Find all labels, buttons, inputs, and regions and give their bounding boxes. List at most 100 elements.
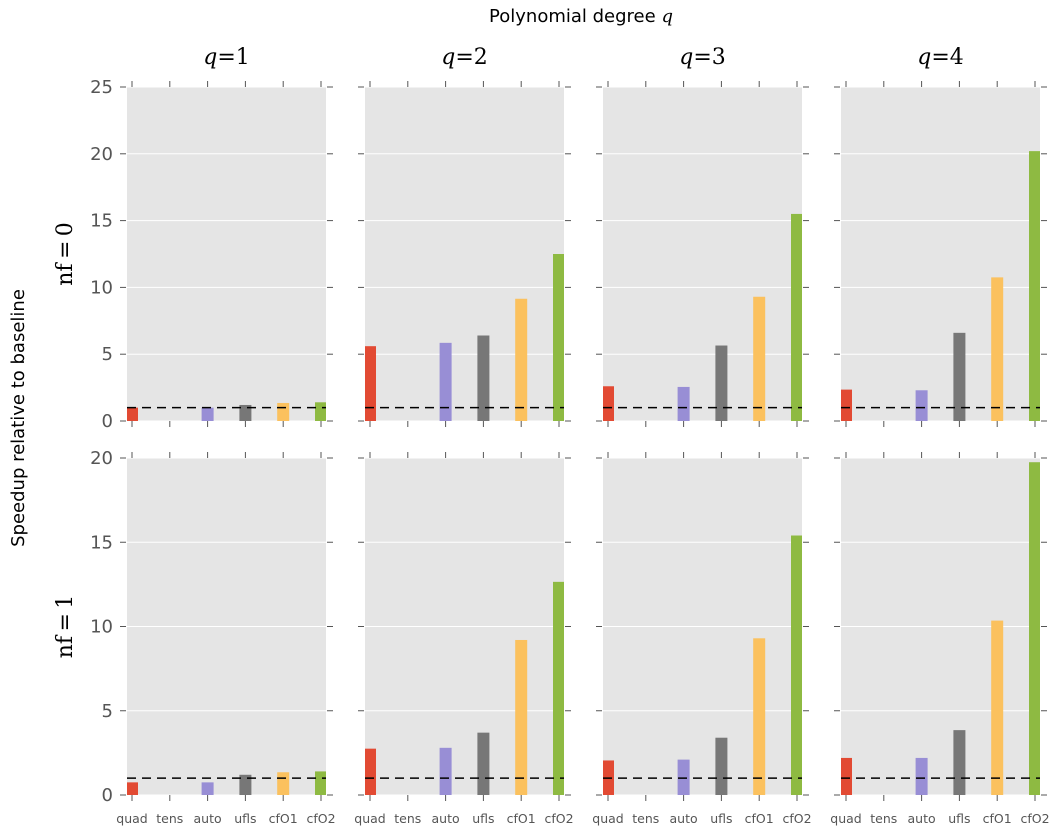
bar-ufls [715, 737, 728, 795]
xtick-label-auto: auto [908, 811, 936, 826]
bar-cfO2 [791, 213, 802, 421]
bar-ufls [953, 730, 966, 795]
xtick-label-tens: tens [394, 811, 421, 826]
bar-auto [915, 390, 928, 421]
bar-ufls [477, 732, 490, 795]
bar-cfO2 [553, 254, 564, 421]
column-title-var: q [917, 45, 931, 70]
xtick-label-cfO1: cfO1 [269, 811, 298, 826]
column-title-3: q=3 [679, 45, 726, 70]
bar-cfO2 [791, 535, 802, 795]
column-title-eq: =2 [455, 45, 487, 70]
bar-cfO1 [991, 277, 1004, 421]
bar-cfO2 [315, 402, 326, 421]
panel-r1-c3 [834, 452, 1047, 801]
xtick-label-cfO2: cfO2 [306, 811, 335, 826]
bar-quad [127, 407, 138, 421]
xtick-label-cfO1: cfO1 [507, 811, 536, 826]
xtick-label-auto: auto [194, 811, 222, 826]
column-title-4: q=4 [917, 45, 964, 70]
column-title-var: q [441, 45, 455, 70]
column-title-var: q [203, 45, 217, 70]
bar-ufls [239, 774, 252, 795]
panel-background [365, 87, 564, 421]
bar-ufls [715, 345, 728, 421]
column-title-1: q=1 [203, 45, 250, 70]
ytick-label: 15 [90, 211, 113, 232]
xtick-label-ufls: ufls [948, 811, 970, 826]
panel-r1-c2 [596, 452, 809, 801]
bar-auto [201, 407, 214, 421]
xtick-label-cfO1: cfO1 [983, 811, 1012, 826]
bar-auto [439, 747, 452, 795]
bar-auto [439, 342, 452, 421]
bar-cfO1 [753, 638, 766, 795]
bar-auto [677, 386, 690, 421]
bar-cfO1 [515, 639, 528, 795]
figure-ylabel: Speedup relative to baseline [8, 289, 29, 547]
row-label-1: nf = 1 [53, 595, 78, 659]
ytick-label: 10 [90, 617, 113, 638]
bar-cfO2 [1029, 151, 1040, 422]
bar-cfO1 [753, 296, 766, 421]
suptitle-text: Polynomial degree [489, 6, 656, 27]
column-title-2: q=2 [441, 45, 488, 70]
xtick-label-ufls: ufls [710, 811, 732, 826]
bar-cfO2 [315, 771, 326, 795]
ytick-label: 5 [102, 344, 113, 365]
bar-ufls [953, 332, 966, 421]
bar-cfO1 [277, 402, 290, 421]
column-title-var: q [679, 45, 693, 70]
xtick-label-ufls: ufls [472, 811, 494, 826]
bar-cfO2 [1029, 462, 1040, 795]
bar-cfO1 [515, 298, 528, 421]
xtick-label-cfO2: cfO2 [782, 811, 811, 826]
xtick-label-tens: tens [632, 811, 659, 826]
xtick-label-quad: quad [592, 811, 623, 826]
bar-cfO1 [277, 772, 290, 795]
bar-quad [365, 346, 376, 421]
ytick-label: 15 [90, 532, 113, 553]
xtick-label-cfO2: cfO2 [1020, 811, 1049, 826]
panel-r0-c2 [596, 81, 809, 427]
xtick-label-cfO1: cfO1 [745, 811, 774, 826]
bar-quad [127, 782, 138, 795]
xtick-label-tens: tens [156, 811, 183, 826]
ytick-label: 20 [90, 448, 113, 469]
bar-auto [201, 782, 214, 795]
bar-cfO1 [991, 620, 1004, 795]
ytick-label: 0 [102, 411, 113, 432]
ytick-label: 20 [90, 144, 113, 165]
panel-background [603, 87, 802, 421]
bar-quad [365, 748, 376, 795]
xtick-label-auto: auto [670, 811, 698, 826]
xtick-label-auto: auto [432, 811, 460, 826]
column-title-eq: =4 [931, 45, 963, 70]
bar-auto [915, 757, 928, 795]
panel-r1-c0 [120, 452, 333, 801]
panel-background [841, 87, 1040, 421]
bar-quad [603, 386, 614, 421]
xtick-label-quad: quad [116, 811, 147, 826]
panel-r0-c0 [120, 81, 333, 427]
xtick-label-cfO2: cfO2 [544, 811, 573, 826]
ytick-label: 5 [102, 701, 113, 722]
ytick-label: 25 [90, 77, 113, 98]
bar-quad [841, 757, 852, 795]
xtick-label-quad: quad [830, 811, 861, 826]
figure-suptitle: Polynomial degree q [489, 6, 673, 27]
panels-group: q=1 q=2 q=3 q=4nf = 0nf = 10510152025051015… [53, 45, 1050, 826]
bar-auto [677, 759, 690, 795]
panel-r1-c1 [358, 452, 571, 801]
ytick-label: 10 [90, 277, 113, 298]
bar-ufls [239, 404, 252, 421]
bar-cfO2 [553, 581, 564, 795]
xtick-label-quad: quad [354, 811, 385, 826]
column-title-eq: =3 [693, 45, 725, 70]
bar-quad [841, 389, 852, 421]
column-title-eq: =1 [217, 45, 249, 70]
suptitle-symbol: q [661, 6, 673, 27]
panel-background [127, 87, 326, 421]
panel-r0-c3 [834, 81, 1047, 427]
